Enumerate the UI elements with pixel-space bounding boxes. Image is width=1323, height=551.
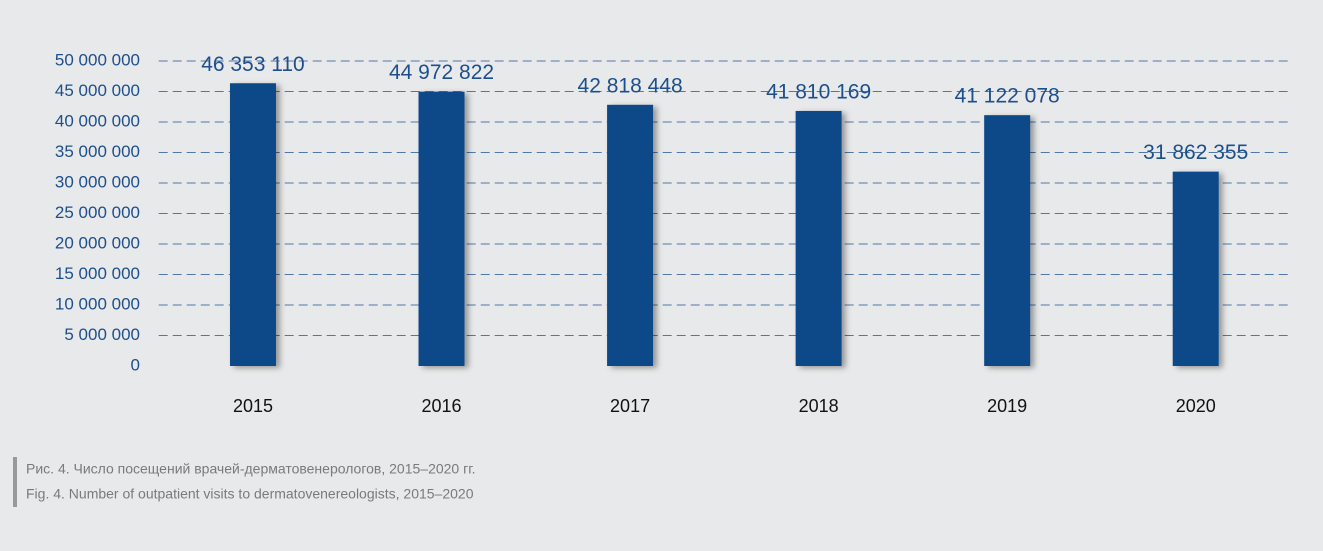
x-tick-label: 2015 — [233, 396, 273, 416]
x-tick-label: 2018 — [799, 396, 839, 416]
x-tick-label: 2016 — [422, 396, 462, 416]
bar — [795, 110, 842, 366]
y-tick-label: 30 000 000 — [55, 172, 140, 191]
bar — [229, 83, 276, 366]
y-tick-label: 20 000 000 — [55, 233, 140, 252]
caption: Рис. 4. Число посещений врачей-дерматове… — [26, 461, 476, 477]
x-tick-label: 2020 — [1176, 396, 1216, 416]
y-tick-label: 35 000 000 — [55, 142, 140, 161]
y-tick-label: 10 000 000 — [55, 294, 140, 313]
x-tick-label: 2019 — [987, 396, 1027, 416]
y-tick-label: 40 000 000 — [55, 111, 140, 130]
bar — [984, 115, 1031, 366]
x-tick-label: 2017 — [610, 396, 650, 416]
y-tick-label: 25 000 000 — [55, 203, 140, 222]
bar — [418, 91, 465, 367]
caption-marker — [13, 457, 17, 507]
y-tick-label: 0 — [131, 355, 140, 374]
bar — [1172, 171, 1219, 366]
y-tick-label: 5 000 000 — [64, 325, 140, 344]
value-label: 41 122 078 — [955, 85, 1060, 108]
y-tick-label: 45 000 000 — [55, 81, 140, 100]
y-tick-label: 50 000 000 — [55, 50, 140, 69]
value-label: 42 818 448 — [578, 74, 683, 97]
y-tick-label: 15 000 000 — [55, 264, 140, 283]
bar — [607, 104, 654, 366]
value-label: 41 810 169 — [766, 81, 871, 104]
value-label: 31 862 355 — [1143, 141, 1248, 164]
value-label: 44 972 822 — [389, 61, 494, 84]
value-label: 46 353 110 — [201, 53, 305, 76]
caption: Fig. 4. Number of outpatient visits to d… — [26, 486, 474, 502]
